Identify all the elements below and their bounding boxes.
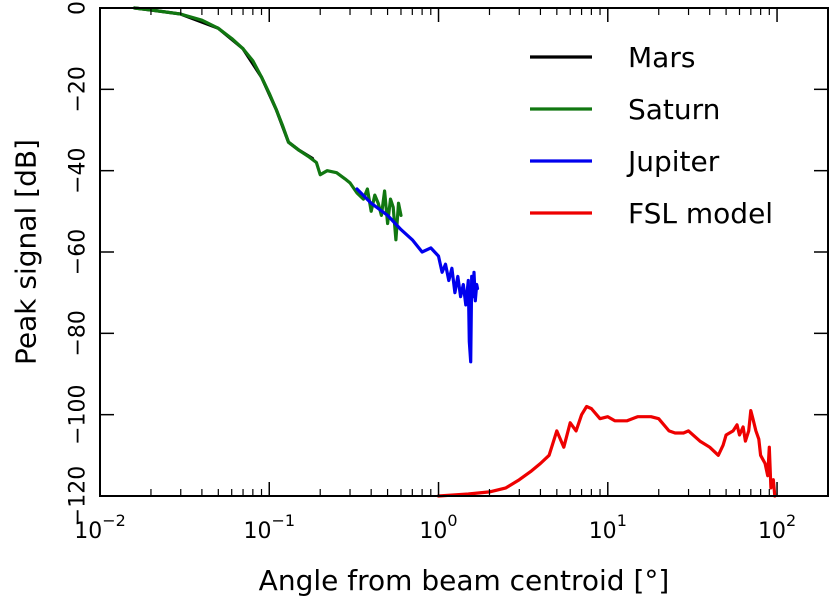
series-layer (132, 6, 777, 498)
series-line-jupiter (355, 187, 480, 364)
x-tick-label-base: 10 (74, 519, 102, 544)
y-tick-label: −80 (66, 310, 91, 356)
x-tick-label-exponent: −2 (102, 511, 126, 530)
legend-label: Jupiter (626, 145, 720, 178)
x-tick-label: 102 (758, 511, 796, 544)
plot-frame (99, 7, 829, 497)
x-tick-label: 101 (589, 511, 627, 544)
x-tick-label-base: 10 (243, 519, 271, 544)
x-tick-label-exponent: 1 (617, 511, 627, 530)
legend-label: FSL model (628, 197, 773, 230)
x-tick-label: 10−1 (243, 511, 295, 544)
x-tick-label: 10−2 (74, 511, 126, 544)
y-tick-label: 0 (66, 1, 91, 15)
x-tick-label-exponent: −1 (271, 511, 295, 530)
series-line-fsl-model (436, 404, 777, 498)
x-tick-label-base: 10 (419, 519, 447, 544)
x-tick-label: 100 (419, 511, 457, 544)
y-axis-label: Peak signal [dB] (10, 139, 43, 365)
series-line-saturn (132, 6, 403, 242)
legend: Mars Saturn Jupiter FSL model (530, 41, 773, 230)
y-tick-label: −120 (66, 466, 91, 526)
x-tick-label-exponent: 0 (447, 511, 457, 530)
x-tick-label-base: 10 (589, 519, 617, 544)
y-tick-label: −20 (66, 66, 91, 112)
y-tick-label: −40 (66, 147, 91, 193)
y-tick-label: −100 (66, 384, 91, 444)
x-axis-label: Angle from beam centroid [°] (259, 564, 670, 597)
x-tick-label-exponent: 2 (786, 511, 796, 530)
x-tick-label-base: 10 (758, 519, 786, 544)
y-tick-label: −60 (66, 229, 91, 275)
legend-label: Mars (628, 41, 695, 74)
legend-label: Saturn (628, 93, 720, 126)
labels-layer: Angle from beam centroid [°] Peak signal… (10, 139, 670, 597)
